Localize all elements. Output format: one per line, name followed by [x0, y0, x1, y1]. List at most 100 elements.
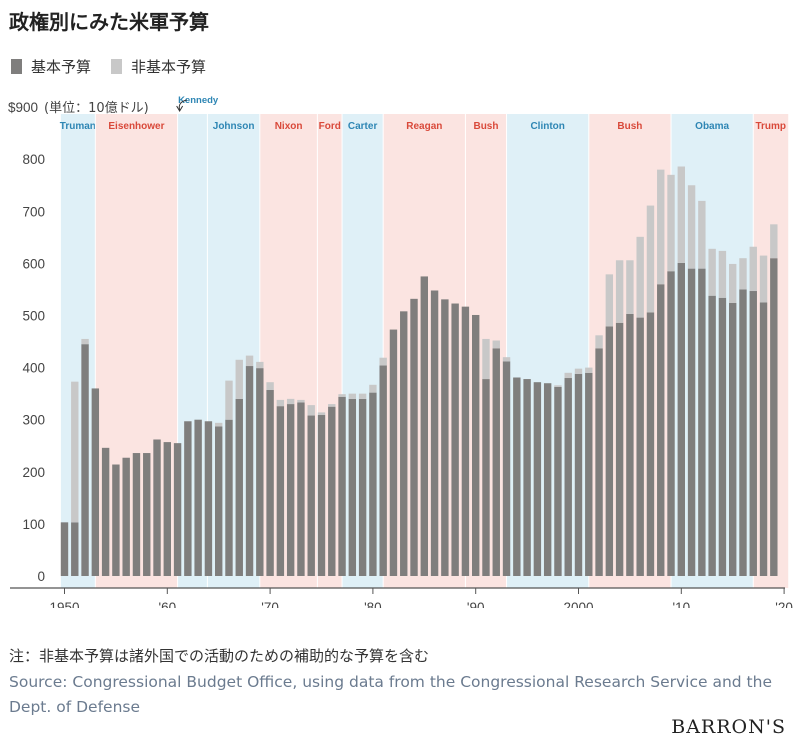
bar-base-1953: [91, 388, 100, 576]
x-tick-label-2000: 2000: [563, 600, 593, 608]
admin-label-truman-0: Truman: [60, 121, 96, 132]
bar-base-2006: [636, 317, 644, 576]
bar-base-2008: [657, 284, 665, 576]
y-tick-label-200: 200: [22, 465, 45, 480]
bar-base-2009: [667, 271, 675, 576]
bar-base-1975: [317, 415, 326, 576]
x-tick-label-2010: '10: [673, 600, 691, 608]
bar-base-1957: [132, 453, 141, 576]
admin-label-ford-5: Ford: [319, 121, 341, 132]
bar-base-1988: [451, 303, 459, 576]
bar-nonbase-2019: [770, 224, 778, 259]
bar-base-2004: [615, 322, 624, 576]
y-tick-label-500: 500: [22, 309, 45, 324]
bar-nonbase-1972: [286, 398, 295, 405]
bar-base-2007: [646, 312, 655, 576]
bar-base-1972: [286, 404, 295, 576]
bar-base-2002: [595, 348, 603, 576]
bar-nonbase-2009: [667, 174, 675, 272]
y-tick-label-800: 800: [22, 152, 45, 167]
bar-nonbase-1978: [348, 393, 357, 399]
bar-nonbase-1965: [215, 422, 223, 427]
y-tick-label-100: 100: [22, 517, 45, 532]
y-tick-label-700: 700: [22, 204, 45, 219]
bar-base-2005: [626, 313, 634, 576]
bar-nonbase-2004: [615, 260, 624, 323]
bar-base-1965: [215, 426, 223, 576]
bar-base-1992: [492, 348, 500, 576]
bar-nonbase-1968: [245, 355, 254, 367]
bar-base-2013: [708, 295, 716, 576]
bar-nonbase-2016: [739, 258, 747, 290]
x-tick-label-1970: '70: [261, 600, 279, 608]
bar-base-1976: [328, 406, 336, 576]
bar-base-1998: [554, 386, 562, 576]
bar-nonbase-1992: [492, 340, 500, 349]
bar-base-1954: [101, 447, 110, 576]
bar-nonbase-2015: [729, 263, 737, 303]
bar-nonbase-2018: [759, 255, 768, 303]
bar-nonbase-1970: [266, 382, 274, 391]
x-tick-label-2020: '20: [775, 600, 793, 608]
bar-base-1968: [245, 366, 254, 576]
admin-label-obama-11: Obama: [695, 121, 729, 132]
chart-title: 政権別にみた米軍予算: [9, 10, 209, 34]
bar-nonbase-2011: [687, 185, 696, 269]
admin-label-bush-10: Bush: [617, 121, 642, 132]
bar-nonbase-1979: [358, 393, 367, 399]
bar-nonbase-1967: [235, 359, 243, 399]
admin-label-clinton-9: Clinton: [530, 121, 564, 132]
bar-base-1950: [60, 522, 69, 576]
bar-base-1966: [225, 419, 233, 576]
bar-base-1997: [543, 383, 552, 576]
legend-label-base: 基本予算: [31, 58, 92, 76]
bar-base-1962: [184, 421, 192, 576]
bar-base-1991: [482, 379, 490, 576]
bar-base-1974: [307, 415, 315, 576]
bar-nonbase-2003: [605, 274, 614, 327]
x-tick-label-1960: '60: [159, 600, 177, 608]
kennedy-arrowhead: [176, 105, 184, 112]
bar-base-1959: [153, 439, 161, 576]
legend-swatch-nonbase: [111, 59, 123, 74]
legend-label-nonbase: 非基本予算: [131, 58, 207, 76]
bar-base-1984: [410, 298, 418, 576]
bar-base-1996: [533, 382, 542, 576]
bar-nonbase-2010: [677, 166, 685, 263]
bar-base-1961: [173, 443, 182, 576]
bar-base-1982: [389, 329, 398, 576]
y-tick-label-300: 300: [22, 413, 45, 428]
admin-label-johnson-3: Johnson: [213, 121, 255, 132]
bar-base-1983: [400, 311, 408, 576]
bar-base-1973: [297, 402, 305, 576]
bar-base-1964: [204, 421, 213, 576]
bar-base-1993: [502, 361, 511, 576]
bar-nonbase-1974: [307, 405, 315, 416]
bar-base-2000: [574, 373, 583, 576]
admin-label-reagan-7: Reagan: [406, 121, 442, 132]
bar-base-2014: [718, 297, 727, 576]
admin-label-nixon-4: Nixon: [275, 121, 303, 132]
bar-nonbase-1971: [276, 399, 285, 407]
bar-nonbase-1976: [328, 404, 336, 407]
bar-base-1971: [276, 406, 285, 576]
bar-base-1995: [523, 379, 531, 576]
bar-base-1994: [513, 377, 521, 576]
bar-base-1955: [112, 464, 120, 576]
bar-nonbase-2002: [595, 335, 603, 349]
bar-nonbase-2001: [585, 367, 593, 373]
bar-base-1958: [143, 453, 151, 576]
admin-label-bush-8: Bush: [473, 121, 498, 132]
publisher-logo: BARRON'S: [671, 716, 786, 738]
admin-label-eisenhower-1: Eisenhower: [108, 121, 164, 132]
bar-base-2012: [698, 268, 706, 576]
footnote: 注：非基本予算は諸外国での活動のための補助的な予算を含む: [9, 647, 430, 665]
bar-nonbase-1966: [225, 380, 233, 420]
bar-base-1963: [194, 419, 202, 576]
budget-bar-chart: Truman Eisenhower Kennedy Johnson Nixon Ford C…: [8, 95, 793, 608]
y-tick-label-900: $900: [8, 100, 38, 115]
bar-base-1951: [71, 522, 79, 576]
bar-base-2015: [729, 302, 737, 576]
bar-base-1986: [430, 290, 439, 576]
x-tick-label-1990: '90: [467, 600, 485, 608]
